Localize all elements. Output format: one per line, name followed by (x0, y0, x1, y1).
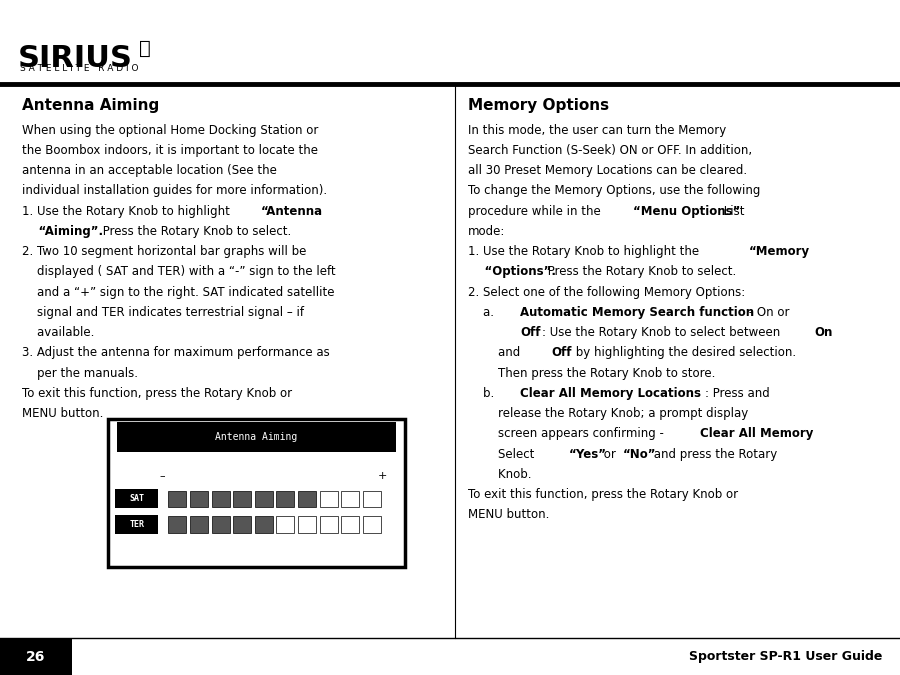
Text: To exit this function, press the Rotary Knob or: To exit this function, press the Rotary … (468, 488, 738, 501)
Bar (298, 491, 316, 507)
Text: release the Rotary Knob; a prompt display: release the Rotary Knob; a prompt displa… (468, 407, 748, 420)
Text: “Yes”: “Yes” (569, 448, 607, 460)
Bar (233, 491, 251, 507)
Bar (363, 491, 381, 507)
Text: Off: Off (520, 326, 541, 339)
Text: per the manuals.: per the manuals. (22, 367, 139, 379)
Text: - On or: - On or (745, 306, 789, 319)
Text: “Options”.: “Options”. (468, 265, 556, 278)
Bar (212, 516, 230, 533)
Text: antenna in an acceptable location (See the: antenna in an acceptable location (See t… (22, 164, 277, 177)
Bar (117, 422, 396, 452)
Text: displayed ( SAT and TER) with a “-” sign to the left: displayed ( SAT and TER) with a “-” sign… (22, 265, 336, 278)
Text: +: + (378, 471, 387, 481)
Text: the Boombox indoors, it is important to locate the: the Boombox indoors, it is important to … (22, 144, 319, 157)
Bar (190, 491, 208, 507)
Bar (298, 516, 316, 533)
Text: On: On (814, 326, 832, 339)
Text: 2. Two 10 segment horizontal bar graphs will be: 2. Two 10 segment horizontal bar graphs … (22, 245, 307, 258)
Text: Clear All Memory: Clear All Memory (700, 427, 814, 440)
Bar (168, 491, 186, 507)
Text: When using the optional Home Docking Station or: When using the optional Home Docking Sta… (22, 124, 319, 136)
Bar (363, 516, 381, 533)
Text: –: – (159, 471, 165, 481)
Bar (255, 491, 273, 507)
Text: “Menu Options”: “Menu Options” (633, 205, 740, 217)
Text: 2. Select one of the following Memory Options:: 2. Select one of the following Memory Op… (468, 286, 745, 298)
Bar (233, 516, 251, 533)
Text: Sportster SP-R1 User Guide: Sportster SP-R1 User Guide (688, 650, 882, 664)
Text: Press the Rotary Knob to select.: Press the Rotary Knob to select. (544, 265, 737, 278)
Text: Antenna Aiming: Antenna Aiming (22, 98, 160, 113)
Text: 3. Adjust the antenna for maximum performance as: 3. Adjust the antenna for maximum perfor… (22, 346, 330, 359)
Text: by highlighting the desired selection.: by highlighting the desired selection. (572, 346, 796, 359)
Bar (276, 516, 294, 533)
Text: TER: TER (130, 520, 144, 529)
Bar (115, 515, 158, 534)
Text: “Aiming”.: “Aiming”. (22, 225, 104, 238)
Text: Press the Rotary Knob to select.: Press the Rotary Knob to select. (99, 225, 292, 238)
Text: available.: available. (22, 326, 94, 339)
Text: and: and (468, 346, 524, 359)
Text: Then press the Rotary Knob to store.: Then press the Rotary Knob to store. (468, 367, 716, 379)
Text: MENU button.: MENU button. (468, 508, 549, 521)
Text: procedure while in the: procedure while in the (468, 205, 605, 217)
Text: “No”: “No” (623, 448, 656, 460)
Text: “Memory: “Memory (749, 245, 810, 258)
Text: Memory Options: Memory Options (468, 98, 609, 113)
Text: Antenna Aiming: Antenna Aiming (215, 432, 298, 442)
Text: screen appears confirming -: screen appears confirming - (468, 427, 668, 440)
Bar (108, 418, 405, 567)
Bar (341, 491, 359, 507)
Text: or: or (600, 448, 620, 460)
Text: a.: a. (468, 306, 501, 319)
Bar (255, 516, 273, 533)
Text: To exit this function, press the Rotary Knob or: To exit this function, press the Rotary … (22, 387, 292, 400)
Text: all 30 Preset Memory Locations can be cleared.: all 30 Preset Memory Locations can be cl… (468, 164, 747, 177)
Text: SAT: SAT (130, 494, 144, 504)
Text: Knob.: Knob. (468, 468, 532, 481)
Text: individual installation guides for more information).: individual installation guides for more … (22, 184, 328, 197)
Text: In this mode, the user can turn the Memory: In this mode, the user can turn the Memo… (468, 124, 726, 136)
Text: : Use the Rotary Knob to select between: : Use the Rotary Knob to select between (542, 326, 784, 339)
Text: Select: Select (468, 448, 538, 460)
Text: 1. Use the Rotary Knob to highlight: 1. Use the Rotary Knob to highlight (22, 205, 234, 217)
Text: : Press and: : Press and (705, 387, 770, 400)
Bar (190, 516, 208, 533)
Bar (212, 491, 230, 507)
Bar (115, 489, 158, 508)
Text: 1. Use the Rotary Knob to highlight the: 1. Use the Rotary Knob to highlight the (468, 245, 703, 258)
Text: “Antenna: “Antenna (261, 205, 323, 217)
Text: 26: 26 (26, 650, 46, 664)
Text: Clear All Memory Locations: Clear All Memory Locations (520, 387, 701, 400)
Text: and press the Rotary: and press the Rotary (650, 448, 777, 460)
Text: Search Function (S-Seek) ON or OFF. In addition,: Search Function (S-Seek) ON or OFF. In a… (468, 144, 752, 157)
Text: MENU button.: MENU button. (22, 407, 104, 420)
Text: signal and TER indicates terrestrial signal – if: signal and TER indicates terrestrial sig… (22, 306, 304, 319)
Text: mode:: mode: (468, 225, 506, 238)
Text: Automatic Memory Search function: Automatic Memory Search function (520, 306, 754, 319)
Text: List: List (720, 205, 744, 217)
Text: S A T E L L I T E   R A D I O: S A T E L L I T E R A D I O (20, 64, 139, 73)
Text: Off: Off (552, 346, 572, 359)
Bar (168, 516, 186, 533)
Text: To change the Memory Options, use the following: To change the Memory Options, use the fo… (468, 184, 760, 197)
Bar (320, 491, 338, 507)
Text: and a “+” sign to the right. SAT indicated satellite: and a “+” sign to the right. SAT indicat… (22, 286, 335, 298)
Bar (341, 516, 359, 533)
Bar (320, 516, 338, 533)
Text: SIRIUS: SIRIUS (18, 44, 133, 73)
Text: 🐕: 🐕 (140, 39, 151, 58)
Bar (276, 491, 294, 507)
Text: b.: b. (468, 387, 502, 400)
Bar (0, 638, 72, 675)
